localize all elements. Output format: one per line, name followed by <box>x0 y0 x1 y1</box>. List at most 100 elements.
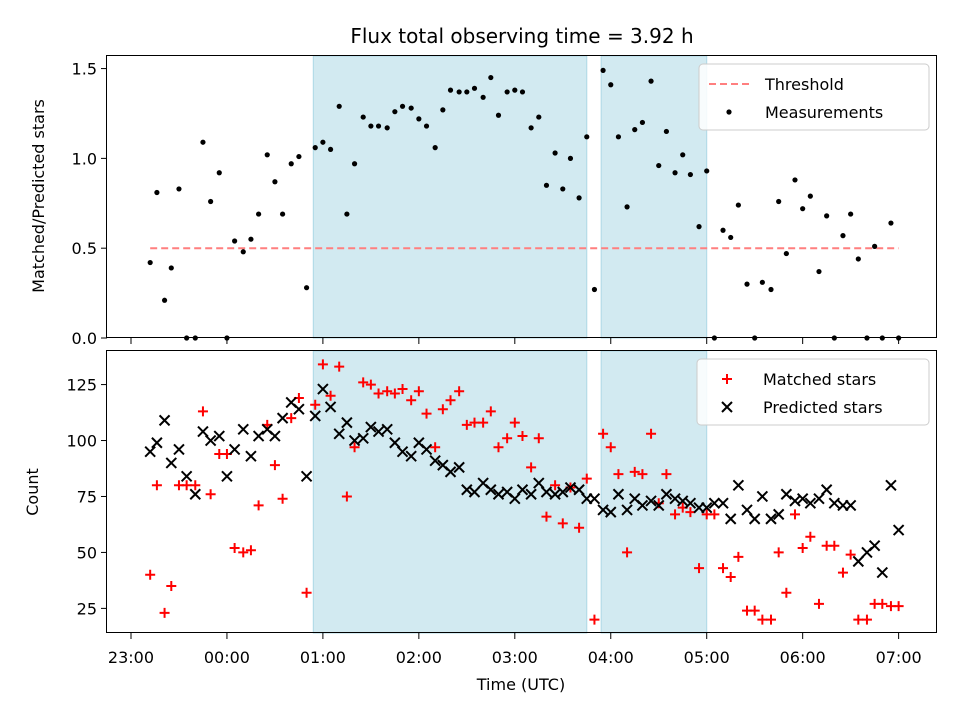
observing-windows-top <box>312 55 708 339</box>
predicted-stars-point <box>444 466 457 478</box>
predicted-stars-point <box>245 450 257 462</box>
matched-stars-point <box>382 386 393 397</box>
bottom-panel: 25 50 75 100 125 23:00 00:00 01:00 02:00 03:00 04… <box>23 350 937 667</box>
measurements-point <box>495 112 502 118</box>
measurements-point <box>147 259 153 266</box>
observing-window <box>312 55 588 339</box>
predicted-stars-point <box>293 403 305 415</box>
measurements-point <box>768 286 774 293</box>
predicted-stars-point <box>317 383 329 395</box>
measurements-point <box>600 67 606 73</box>
matched-stars-point <box>845 549 856 560</box>
matched-stars-point <box>893 601 904 612</box>
matched-stars-point <box>605 442 616 453</box>
predicted-stars-point <box>684 497 697 509</box>
matched-stars-point <box>694 563 705 574</box>
measurements-point <box>608 82 614 88</box>
predicted-stars-point <box>144 446 156 458</box>
matched-stars-point <box>533 433 544 444</box>
x-tick-label: 00:00 <box>204 648 250 667</box>
matched-stars-point <box>598 428 609 439</box>
x-tick-label: 07:00 <box>876 648 922 667</box>
predicted-stars-point <box>357 432 369 444</box>
measurements-point <box>536 114 542 120</box>
measurements-point <box>687 171 693 178</box>
bottom-x-axis: 23:00 00:00 01:00 02:00 03:00 04:00 05:00 06:00… <box>108 633 922 667</box>
matched-stars-point <box>269 460 280 471</box>
predicted-stars-point <box>701 501 713 514</box>
predicted-stars-point <box>405 450 417 462</box>
matched-stars-point <box>670 509 681 520</box>
measurements-point <box>680 152 686 158</box>
predicted-stars-point <box>492 488 505 500</box>
matched-stars-point <box>493 442 504 453</box>
matched-stars-point <box>301 587 312 598</box>
measurements-point <box>384 125 390 131</box>
measurements-point <box>471 85 478 91</box>
predicted-stars-point <box>151 437 163 449</box>
x-tick-label: 06:00 <box>780 648 826 667</box>
measurements-point <box>279 211 286 217</box>
measurements-point <box>783 250 789 257</box>
predicted-stars-point <box>365 421 377 433</box>
predicted-stars-point <box>525 488 537 500</box>
measurements-point <box>312 145 318 151</box>
measurements-point <box>656 162 662 169</box>
x-tick-label: 04:00 <box>588 648 634 667</box>
matched-stars-point <box>397 384 408 395</box>
predicted-stars-point <box>396 446 409 458</box>
matched-stars-point <box>454 386 465 397</box>
predicted-stars-point <box>189 488 201 500</box>
matched-stars-point <box>421 408 432 419</box>
measurements-point <box>720 227 726 233</box>
measurements-point <box>591 286 598 293</box>
matched-stars-point <box>861 614 872 625</box>
matched-stars-point <box>461 419 472 430</box>
measurements-point <box>200 139 206 145</box>
predicted-stars-point <box>885 479 897 491</box>
measurements-point <box>440 107 446 113</box>
measurements-point <box>840 233 846 239</box>
matched-stars-point <box>437 404 448 415</box>
measurements-point <box>728 234 734 241</box>
matched-stars-point <box>190 480 201 491</box>
predicted-stars-point <box>204 434 217 447</box>
measurements-point <box>264 152 270 158</box>
measurements-point <box>154 189 160 196</box>
predicted-stars-point <box>158 414 171 427</box>
predicted-stars-point <box>796 493 809 505</box>
matched-stars-point <box>661 469 672 480</box>
matched-stars-point <box>757 614 768 625</box>
y-tick-label: 0.5 <box>72 239 97 258</box>
predicted-stars-point <box>732 479 745 491</box>
top-x-axis <box>130 338 900 344</box>
predicted-stars-point <box>820 484 833 496</box>
matched-stars-point <box>725 572 736 583</box>
y-tick-label: 75 <box>77 487 97 506</box>
bottom-legend: Matched stars Predicted stars <box>696 358 930 426</box>
predicted-stars-point <box>237 423 249 436</box>
predicted-stars-point <box>708 497 721 509</box>
predicted-stars-point <box>756 490 769 503</box>
measurements-point <box>567 155 574 161</box>
measurements-point <box>824 213 830 219</box>
matched-stars-point <box>829 540 840 551</box>
measurements-point <box>327 146 334 153</box>
predicted-stars-point <box>453 461 465 474</box>
measurements-point <box>464 89 470 95</box>
bottom-y-axis: 25 50 75 100 125 <box>66 376 107 618</box>
matched-stars-point <box>151 480 162 491</box>
legend-marker <box>722 374 732 384</box>
measurements-point <box>351 161 358 167</box>
predicted-stars-point <box>381 423 393 436</box>
measurements-point <box>288 161 294 167</box>
matched-stars-point <box>550 480 561 491</box>
predicted-stars-point <box>892 524 905 536</box>
measurements-point <box>208 198 214 205</box>
bottom-y-axis-label: Count <box>23 468 42 516</box>
matched-stars-point <box>358 377 369 388</box>
x-axis-label: Time (UTC) <box>476 675 565 694</box>
measurements-point <box>248 236 254 242</box>
predicted-stars-point <box>645 495 657 507</box>
measurements-point <box>816 268 822 275</box>
